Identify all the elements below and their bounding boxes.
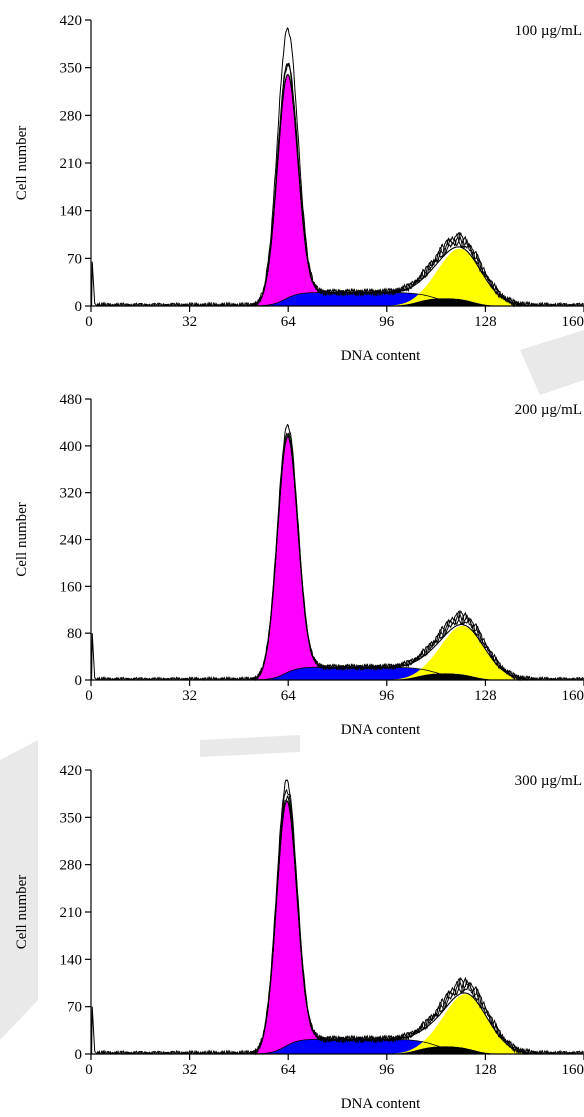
histogram-trace-2 [96,788,584,1056]
x-tick-label: 64 [281,314,297,330]
concentration-label: 200 µg/mL [515,402,582,418]
x-tick-label: 160 [562,688,584,704]
x-tick-label: 96 [379,314,395,330]
x-axis-title: DNA content [341,722,421,738]
g2m-area [214,248,554,306]
y-tick-label: 240 [60,533,83,549]
histogram-trace-3 [96,62,584,307]
x-tick-label: 160 [562,314,584,330]
debris-spike [91,633,98,681]
y-tick-label: 400 [60,439,83,455]
y-tick-label: 320 [60,486,83,502]
debris-spike [91,261,98,307]
concentration-label: 100 µg/mL [515,23,582,39]
watermark [0,330,584,1040]
s-phase-area [214,667,554,680]
x-tick-label: 96 [379,688,395,704]
g1-area [214,436,554,681]
chart-panel-1: 0 70 140 210 280 350 420 0 32 64 96 128 160 DNA conte… [14,13,584,364]
concentration-label: 300 µg/mL [515,773,582,789]
y-tick-label: 480 [60,392,83,408]
x-tick-label: 0 [85,1062,93,1078]
y-tick-label: 420 [60,763,83,779]
y-tick-label: 280 [60,108,83,124]
y-tick-label: 210 [60,905,83,921]
g1-area [214,800,554,1055]
y-tick-label: 350 [60,61,83,77]
debris-spike [91,1006,98,1055]
y-tick-label: 160 [60,579,83,595]
y-tick-label: 210 [60,156,83,172]
y-axis-title: Cell number [14,126,30,201]
chart-panel-2: 0 80 160 240 320 400 480 0 32 64 96 128 160 DNA conte… [14,392,584,738]
y-tick-label: 80 [67,626,82,642]
x-tick-label: 32 [182,688,197,704]
y-tick-label: 0 [75,673,83,689]
y-axis-title: Cell number [14,875,30,950]
x-tick-label: 32 [182,1062,197,1078]
x-tick-label: 128 [474,1062,497,1078]
y-tick-label: 350 [60,810,83,826]
chart-panel-3: 0 70 140 210 280 350 420 0 32 64 96 128 160 DNA conte… [14,763,584,1112]
x-tick-label: 128 [474,688,497,704]
x-tick-label: 64 [281,688,297,704]
g2m-area [214,994,554,1054]
histogram-trace-2 [96,62,584,307]
histogram-trace-1 [96,26,584,308]
y-tick-label: 140 [60,952,83,968]
y-tick-label: 70 [67,1000,82,1016]
x-axis-title: DNA content [341,1096,421,1112]
aggregate-area [214,673,554,680]
g2m-area [214,625,554,680]
y-tick-label: 0 [75,299,83,315]
x-tick-label: 96 [379,1062,395,1078]
x-tick-label: 0 [85,314,93,330]
g1-area [214,74,554,307]
histogram-trace-3 [96,795,584,1055]
y-tick-label: 0 [75,1047,83,1063]
x-tick-label: 32 [182,314,197,330]
y-tick-label: 140 [60,204,83,220]
histogram-trace-3 [96,433,584,681]
x-tick-label: 160 [562,1062,584,1078]
histogram-trace-2 [96,432,584,681]
x-tick-label: 0 [85,688,93,704]
s-phase-area [214,292,554,306]
y-tick-label: 420 [60,13,83,29]
aggregate-area [214,298,554,306]
y-axis-title: Cell number [14,502,30,577]
x-axis-title: DNA content [341,348,421,364]
x-tick-label: 64 [281,1062,297,1078]
s-phase-area [214,1039,554,1054]
x-tick-label: 128 [474,314,497,330]
histogram-trace-1 [96,423,584,682]
y-tick-label: 280 [60,858,83,874]
histogram-trace-1 [96,779,584,1056]
aggregate-area [214,1046,554,1054]
y-tick-label: 70 [67,251,82,267]
